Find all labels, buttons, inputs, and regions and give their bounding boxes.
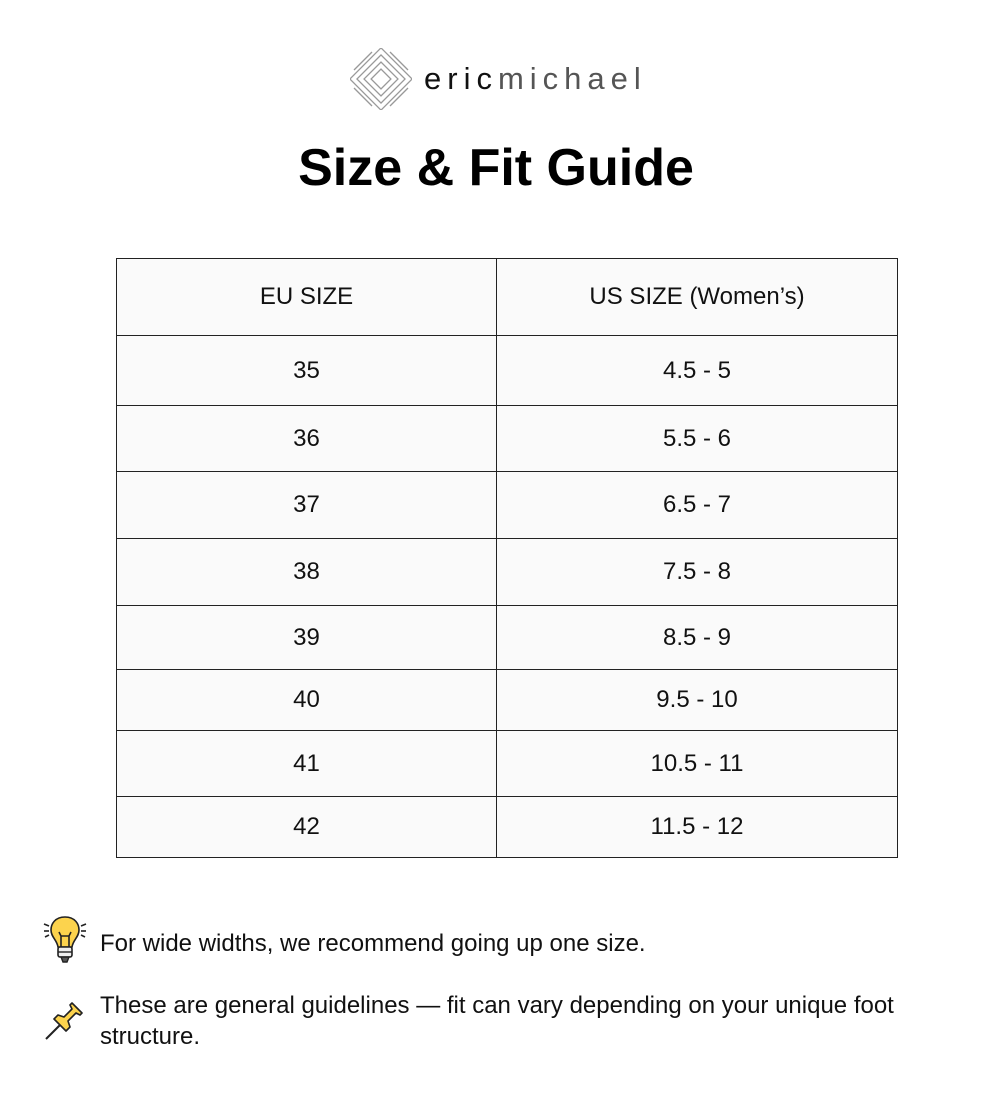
size-table: EU SIZE US SIZE (Women’s) 35 4.5 - 5 36 5.5… — [116, 258, 898, 858]
eu-size-cell: 42 — [116, 796, 497, 858]
eu-size-cell: 39 — [116, 605, 497, 670]
diamond-logo-icon — [350, 48, 412, 110]
us-size-cell: 10.5 - 11 — [496, 730, 898, 797]
note-wide-widths: For wide widths, we recommend going up o… — [100, 930, 646, 957]
brand-logo: ericmichael — [350, 48, 647, 110]
us-size-cell: 8.5 - 9 — [496, 605, 898, 670]
eu-size-cell: 40 — [116, 669, 497, 731]
lightbulb-icon — [42, 914, 88, 971]
eu-size-cell: 38 — [116, 538, 497, 606]
us-size-cell: 9.5 - 10 — [496, 669, 898, 731]
table-row: 41 10.5 - 11 — [116, 730, 898, 797]
table-row: 35 4.5 - 5 — [116, 335, 898, 406]
table-header-row: EU SIZE US SIZE (Women’s) — [116, 258, 898, 336]
table-row: 42 11.5 - 12 — [116, 796, 898, 858]
header-eu-size: EU SIZE — [116, 258, 497, 336]
header-us-size: US SIZE (Women’s) — [496, 258, 898, 336]
eu-size-cell: 37 — [116, 471, 497, 539]
eu-size-cell: 41 — [116, 730, 497, 797]
eu-size-cell: 36 — [116, 405, 497, 472]
page-title: Size & Fit Guide — [298, 139, 694, 197]
us-size-cell: 11.5 - 12 — [496, 796, 898, 858]
table-row: 38 7.5 - 8 — [116, 538, 898, 606]
table-row: 40 9.5 - 10 — [116, 669, 898, 731]
table-row: 39 8.5 - 9 — [116, 605, 898, 670]
us-size-cell: 7.5 - 8 — [496, 538, 898, 606]
eu-size-cell: 35 — [116, 335, 497, 406]
note-general-guidelines: These are general guidelines — fit can v… — [100, 992, 894, 1050]
table-row: 37 6.5 - 7 — [116, 471, 898, 539]
brand-name-part2: michael — [497, 61, 647, 96]
us-size-cell: 5.5 - 6 — [496, 405, 898, 472]
table-row: 36 5.5 - 6 — [116, 405, 898, 472]
us-size-cell: 4.5 - 5 — [496, 335, 898, 406]
brand-name-part1: eric — [424, 61, 498, 96]
brand-wordmark: ericmichael — [424, 61, 647, 97]
pushpin-icon — [42, 995, 90, 1048]
us-size-cell: 6.5 - 7 — [496, 471, 898, 539]
